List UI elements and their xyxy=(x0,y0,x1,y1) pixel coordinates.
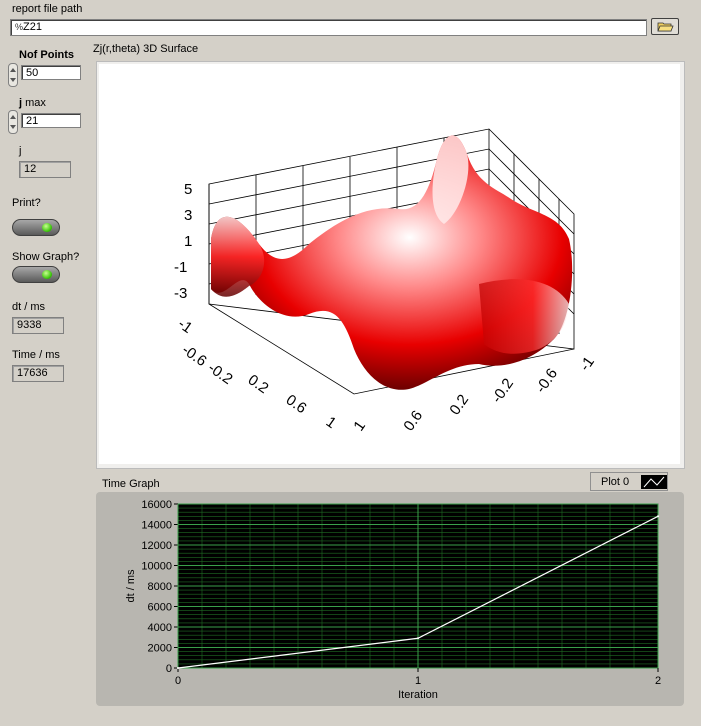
y-tick-label: 6000 xyxy=(148,602,172,614)
report-path-label: report file path xyxy=(12,3,83,15)
report-path-input[interactable]: %Z21 xyxy=(10,19,647,36)
y-tick: -0.6 xyxy=(532,365,561,396)
show-graph-toggle[interactable] xyxy=(12,266,60,283)
surface-shape xyxy=(211,135,573,390)
x-tick: 1 xyxy=(323,413,340,432)
z-tick: 1 xyxy=(184,233,192,250)
x-tick: 0.2 xyxy=(245,371,272,397)
j-max-label: j max xyxy=(19,97,46,109)
led-icon xyxy=(42,223,52,232)
y-tick-label: 16000 xyxy=(141,499,172,511)
x-tick: 0.6 xyxy=(283,391,310,417)
z-tick: 3 xyxy=(184,207,192,224)
y-tick-label: 8000 xyxy=(148,581,172,593)
print-toggle[interactable] xyxy=(12,219,60,236)
x-tick-label: 0 xyxy=(175,675,181,687)
j-max-input[interactable]: 21 xyxy=(21,113,81,128)
browse-folder-button[interactable] xyxy=(651,18,679,35)
y-tick: 0.6 xyxy=(400,407,426,434)
y-tick-label: 12000 xyxy=(141,540,172,552)
y-tick: -1 xyxy=(576,354,598,375)
y-tick: 1 xyxy=(350,418,369,435)
data-point xyxy=(417,637,419,640)
y-tick-label: 4000 xyxy=(148,622,172,634)
data-point xyxy=(177,667,179,669)
j-indicator: 12 xyxy=(19,161,71,178)
x-tick-label: 2 xyxy=(655,675,661,687)
nof-points-label: Nof Points xyxy=(19,49,74,61)
print-label: Print? xyxy=(12,197,41,209)
surface-plot[interactable]: 5 3 1 -1 -3 -1 -0.6 -0.2 0.2 0.6 1 1 0.6… xyxy=(99,64,680,464)
time-graph[interactable]: 0 2000 4000 6000 8000 10000 12000 14000 16000 0 1 2… xyxy=(96,492,684,706)
dt-indicator: 9338 xyxy=(12,317,64,334)
x-axis-label: Iteration xyxy=(398,689,438,701)
time-graph-canvas: 0 2000 4000 6000 8000 10000 12000 14000 16000 0 1 2… xyxy=(125,499,661,701)
y-tick-label: 0 xyxy=(166,663,172,675)
y-tick-label: 14000 xyxy=(141,520,172,532)
z-tick: -3 xyxy=(174,285,187,302)
surface-title: Zj(r,theta) 3D Surface xyxy=(93,43,199,55)
path-type-icon: % xyxy=(15,22,24,32)
time-label: Time / ms xyxy=(12,349,60,361)
legend-label: Plot 0 xyxy=(601,476,630,488)
y-tick: 0.2 xyxy=(446,391,472,418)
x-tick: -0.6 xyxy=(179,341,210,370)
j-label: j xyxy=(19,145,22,157)
x-tick: -1 xyxy=(175,315,196,337)
data-point xyxy=(657,515,659,518)
z-tick: 5 xyxy=(184,181,192,198)
legend-swatch-icon xyxy=(641,475,667,489)
y-axis-label: dt / ms xyxy=(125,569,137,603)
report-path-value: Z21 xyxy=(23,21,42,33)
nof-points-input[interactable]: 50 xyxy=(21,65,81,80)
y-tick-label: 10000 xyxy=(141,561,172,573)
dt-label: dt / ms xyxy=(12,301,46,313)
nof-points-stepper[interactable] xyxy=(8,63,18,87)
time-indicator: 17636 xyxy=(12,365,64,382)
surface-canvas: 5 3 1 -1 -3 -1 -0.6 -0.2 0.2 0.6 1 1 0.6… xyxy=(174,128,598,435)
z-tick: -1 xyxy=(174,259,187,276)
show-graph-label: Show Graph? xyxy=(12,251,80,263)
plot-legend[interactable]: Plot 0 xyxy=(590,472,668,491)
j-max-stepper[interactable] xyxy=(8,110,18,134)
folder-icon xyxy=(657,22,674,32)
led-icon xyxy=(42,270,52,279)
x-tick-label: 1 xyxy=(415,675,421,687)
y-tick: -0.2 xyxy=(488,375,517,406)
y-tick-label: 2000 xyxy=(148,643,172,655)
x-tick: -0.2 xyxy=(205,359,236,388)
time-graph-title: Time Graph xyxy=(102,478,160,490)
